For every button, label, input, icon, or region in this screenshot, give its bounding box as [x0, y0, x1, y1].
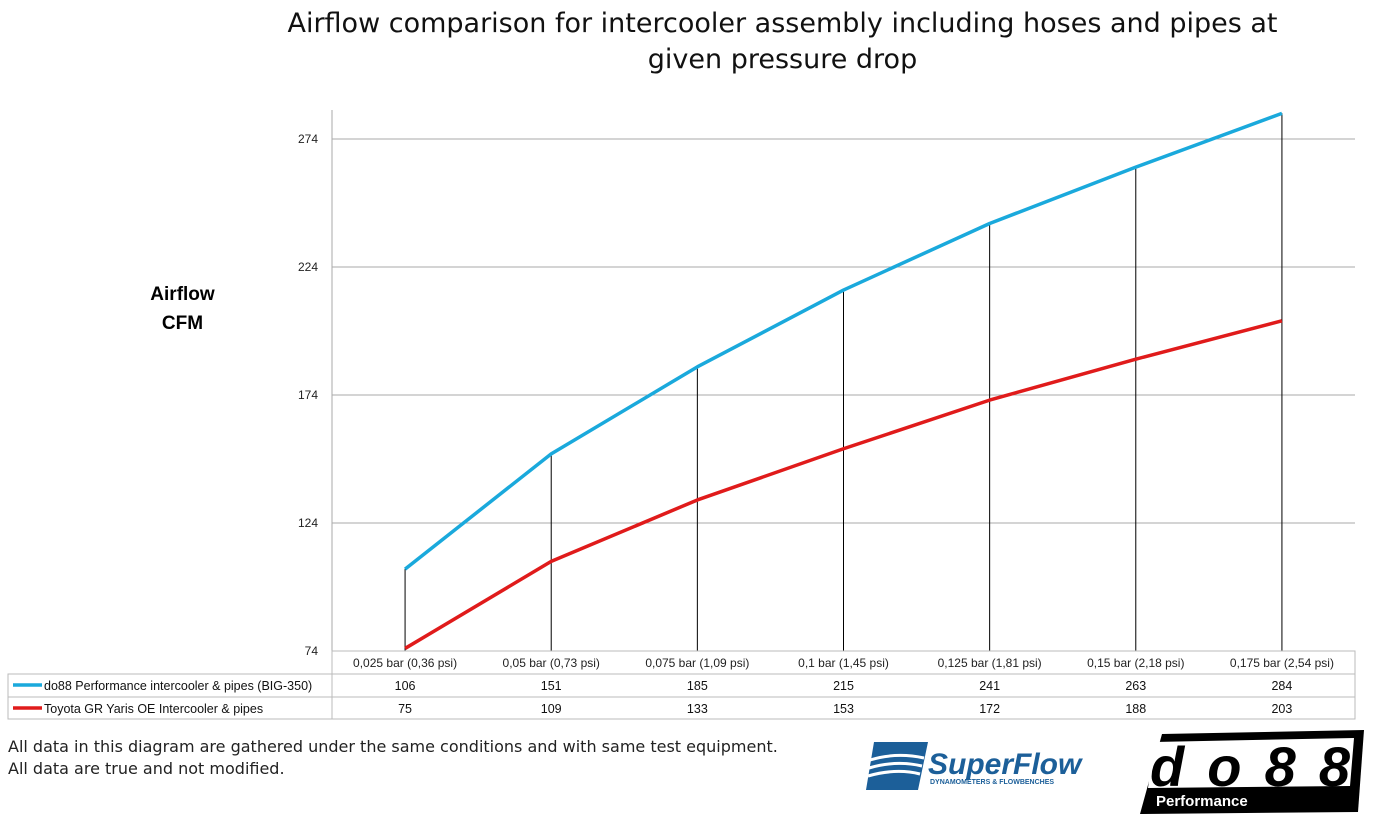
table-cell: 241: [979, 679, 1000, 693]
y-tick-label: 224: [298, 260, 318, 274]
y-label-line-2: CFM: [161, 313, 204, 334]
x-tick-label: 0,05 bar (0,73 psi): [503, 656, 600, 670]
table-cell: 133: [687, 702, 708, 716]
table-cell: 153: [833, 702, 854, 716]
y-label-line-1: Airflow: [150, 284, 215, 305]
x-tick-label: 0,025 bar (0,36 psi): [353, 656, 457, 670]
title-line-2: given pressure drop: [647, 44, 918, 75]
table-cell: 109: [541, 702, 562, 716]
x-tick-label: 0,15 bar (2,18 psi): [1087, 656, 1184, 670]
y-tick-label: 124: [298, 516, 318, 530]
table-cell: 215: [833, 679, 854, 693]
table-cell: 284: [1271, 679, 1292, 693]
note-2: All data are true and not modified.: [8, 759, 285, 778]
y-tick-label: 174: [298, 388, 318, 402]
table-cell: 188: [1125, 702, 1146, 716]
svg-text:Performance: Performance: [1156, 793, 1248, 810]
title-line-1: Airflow comparison for intercooler assem…: [287, 8, 1278, 39]
x-tick-label: 0,175 bar (2,54 psi): [1230, 656, 1334, 670]
superflow-text: SuperFlow: [928, 748, 1083, 781]
table-cell: 106: [395, 679, 416, 693]
y-tick-label: 274: [298, 132, 318, 146]
do88-logo: do88 Performance: [1140, 730, 1364, 814]
x-tick-label: 0,1 bar (1,45 psi): [798, 656, 889, 670]
table-cell: 203: [1271, 702, 1292, 716]
table-cell: 75: [398, 702, 412, 716]
table-cell: 263: [1125, 679, 1146, 693]
superflow-logo: SuperFlow DYNAMOMETERS & FLOWBENCHES: [866, 742, 1083, 790]
table-cell: 151: [541, 679, 562, 693]
note-1: All data in this diagram are gathered un…: [8, 737, 778, 756]
svg-text:DYNAMOMETERS & FLOWBENCHES: DYNAMOMETERS & FLOWBENCHES: [930, 779, 1054, 786]
legend-label: Toyota GR Yaris OE Intercooler & pipes: [44, 702, 263, 716]
table-cell: 185: [687, 679, 708, 693]
y-tick-label: 74: [305, 644, 319, 658]
y-axis-label: Airflow CFM: [120, 280, 245, 338]
x-tick-label: 0,125 bar (1,81 psi): [938, 656, 1042, 670]
chart-title: Airflow comparison for intercooler assem…: [230, 6, 1335, 78]
x-tick-label: 0,075 bar (1,09 psi): [645, 656, 749, 670]
table-cell: 172: [979, 702, 1000, 716]
legend-label: do88 Performance intercooler & pipes (BI…: [44, 679, 312, 693]
